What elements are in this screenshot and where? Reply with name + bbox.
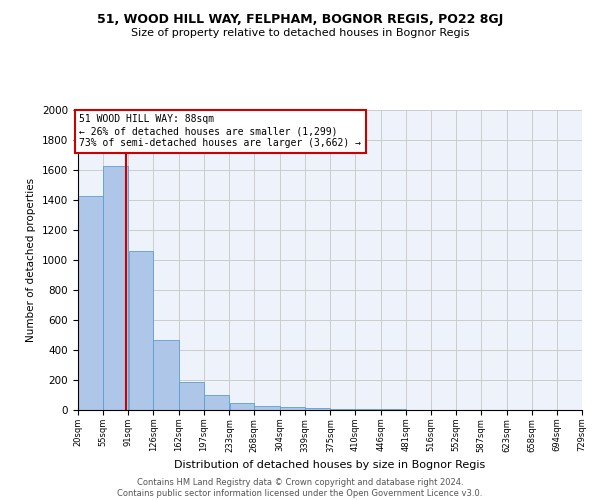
Text: Size of property relative to detached houses in Bognor Regis: Size of property relative to detached ho…	[131, 28, 469, 38]
Bar	[154, 340, 179, 410]
Bar	[78, 196, 103, 410]
Bar	[305, 408, 330, 410]
Bar	[103, 166, 128, 410]
X-axis label: Distribution of detached houses by size in Bognor Regis: Distribution of detached houses by size …	[175, 460, 485, 470]
Bar	[355, 409, 380, 410]
Bar	[204, 395, 229, 410]
Bar	[179, 382, 203, 410]
Bar	[230, 403, 254, 410]
Text: Contains HM Land Registry data © Crown copyright and database right 2024.
Contai: Contains HM Land Registry data © Crown c…	[118, 478, 482, 498]
Text: 51, WOOD HILL WAY, FELPHAM, BOGNOR REGIS, PO22 8GJ: 51, WOOD HILL WAY, FELPHAM, BOGNOR REGIS…	[97, 12, 503, 26]
Y-axis label: Number of detached properties: Number of detached properties	[26, 178, 37, 342]
Text: 51 WOOD HILL WAY: 88sqm
← 26% of detached houses are smaller (1,299)
73% of semi: 51 WOOD HILL WAY: 88sqm ← 26% of detache…	[79, 114, 361, 148]
Bar	[254, 406, 280, 410]
Bar	[128, 251, 153, 410]
Bar	[280, 408, 305, 410]
Bar	[331, 409, 355, 410]
